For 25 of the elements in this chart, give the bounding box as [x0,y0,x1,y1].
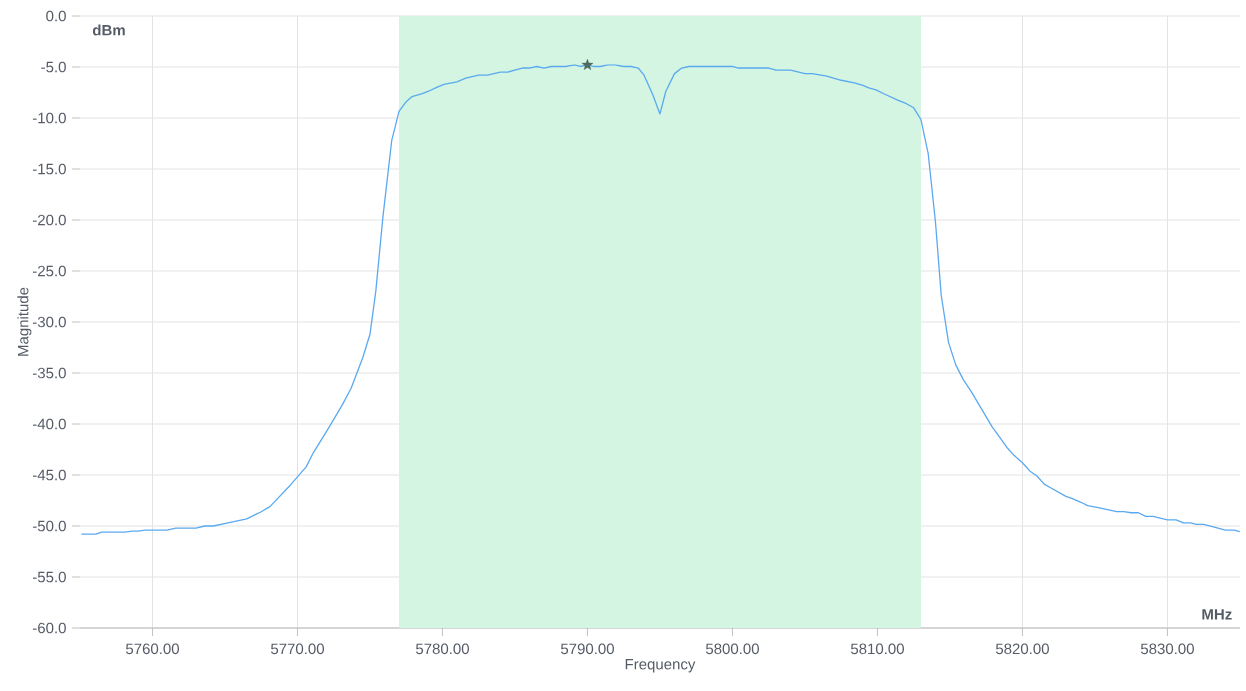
y-tick-label: -55.0 [32,571,66,583]
y-tick-label: -60.0 [32,622,66,634]
y-tick-label: 0.0 [46,10,66,22]
annotation: dBm [92,24,125,36]
y-tick-label: -50.0 [32,520,66,532]
y-tick-label: -35.0 [32,367,66,379]
y-tick-label: -25.0 [32,265,66,277]
y-tick-label: -20.0 [32,214,66,226]
annotation: MHz [1202,609,1232,620]
x-tick-label: 5780.00 [415,643,469,655]
y-tick-label: -10.0 [32,112,66,124]
y-tick-label: -5.0 [41,61,66,73]
x-tick-label: 5800.00 [705,643,759,655]
x-tick-label: 5820.00 [995,643,1049,655]
y-tick-label: -45.0 [32,469,66,481]
y-tick-label: -40.0 [32,418,66,430]
x-axis-title: Frequency [625,659,696,673]
x-tick-label: 5770.00 [270,643,324,655]
x-tick-label: 5830.00 [1140,643,1194,655]
x-tick-label: 5810.00 [850,643,904,655]
y-tick-label: -15.0 [32,163,66,175]
x-tick-label: 5760.00 [125,643,180,655]
x-tick-label: 5790.00 [560,643,614,655]
y-tick-label: -30.0 [32,316,66,328]
y-axis-title: Magnitude [17,287,32,356]
